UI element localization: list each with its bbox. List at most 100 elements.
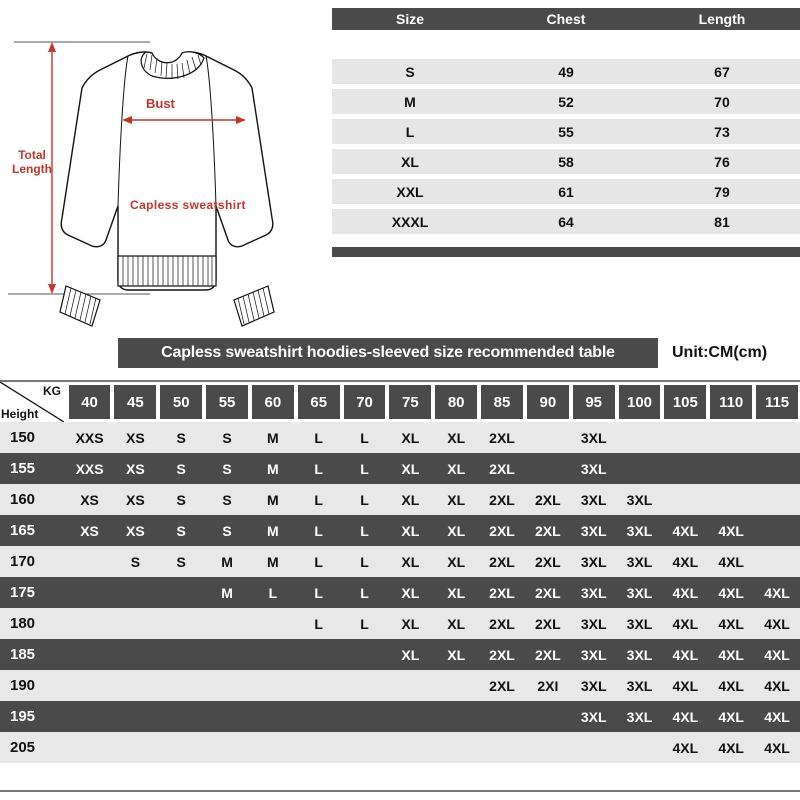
matrix-weight-header: 95 xyxy=(570,382,617,422)
matrix-size-cell: XS xyxy=(112,422,159,453)
matrix-size-cell: L xyxy=(341,422,388,453)
matrix-height-header: 180 xyxy=(0,608,67,639)
matrix-size-cell: 2XL xyxy=(479,670,525,701)
matrix-size-cell: 3XL xyxy=(616,670,663,701)
cell-chest: 55 xyxy=(558,123,574,140)
matrix-size-cell: L xyxy=(295,577,342,608)
matrix-size-cell xyxy=(479,732,525,763)
matrix-size-cell: L xyxy=(295,515,342,546)
matrix-size-cell xyxy=(158,608,205,639)
matrix-size-cell xyxy=(754,484,800,515)
matrix-corner-cell: KG Height xyxy=(0,382,67,422)
matrix-size-cell xyxy=(479,701,525,732)
cell-length: 67 xyxy=(714,63,730,80)
matrix-size-cell xyxy=(387,701,434,732)
matrix-size-cell: 3XL xyxy=(616,577,663,608)
matrix-size-cell xyxy=(570,732,617,763)
cell-chest: 64 xyxy=(558,213,574,230)
cell-length: 70 xyxy=(714,93,730,110)
matrix-weight-header: 50 xyxy=(158,382,205,422)
matrix-size-cell xyxy=(204,608,250,639)
diagonal-divider-icon xyxy=(0,382,64,422)
matrix-size-cell xyxy=(341,639,388,670)
matrix-size-cell: L xyxy=(341,484,388,515)
matrix-size-cell: XS xyxy=(112,515,159,546)
matrix-size-cell: M xyxy=(249,546,296,577)
matrix-size-cell: 4XL xyxy=(754,670,800,701)
matrix-size-cell: 2XL xyxy=(524,639,571,670)
matrix-height-header: 205 xyxy=(0,732,67,763)
matrix-size-cell xyxy=(524,701,571,732)
matrix-size-cell xyxy=(204,701,250,732)
matrix-size-cell: 2XL xyxy=(524,546,571,577)
matrix-height-header: 195 xyxy=(0,701,67,732)
cell-chest: 49 xyxy=(558,63,574,80)
matrix-height-header: 185 xyxy=(0,639,67,670)
table-row: XXXL 64 81 xyxy=(332,209,800,234)
matrix-size-cell: 4XL xyxy=(662,670,709,701)
matrix-size-cell xyxy=(433,732,480,763)
matrix-size-cell xyxy=(295,670,342,701)
matrix-size-cell: 4XL xyxy=(662,732,709,763)
matrix-size-cell: 2XL xyxy=(524,515,571,546)
header-size: Size xyxy=(395,11,424,27)
matrix-size-cell: S xyxy=(204,422,250,453)
matrix-size-cell: S xyxy=(204,453,250,484)
matrix-size-cell: 4XL xyxy=(708,577,755,608)
matrix-size-cell: 3XL xyxy=(570,639,617,670)
matrix-row: 150 XXS XS S S M L L XL XL 2XL 3XL xyxy=(0,422,800,453)
matrix-size-cell: 3XL xyxy=(570,484,617,515)
matrix-size-cell: L xyxy=(295,453,342,484)
matrix-size-cell: XL xyxy=(433,577,480,608)
matrix-size-cell xyxy=(112,577,159,608)
matrix-weight-header: 85 xyxy=(479,382,525,422)
matrix-size-cell: L xyxy=(295,546,342,577)
matrix-size-cell: 2XL xyxy=(479,515,525,546)
matrix-size-cell: 4XL xyxy=(662,608,709,639)
matrix-size-cell xyxy=(387,732,434,763)
matrix-size-cell: XXS xyxy=(66,453,113,484)
matrix-size-cell xyxy=(433,670,480,701)
matrix-size-cell xyxy=(754,546,800,577)
matrix-size-cell xyxy=(158,577,205,608)
matrix-size-cell: L xyxy=(295,422,342,453)
matrix-size-cell: XL xyxy=(433,453,480,484)
matrix-row: 180 L L XL XL 2XL 2XL 3XL 3XL 4XL 4XL 4XL xyxy=(0,608,800,639)
matrix-size-cell: L xyxy=(341,546,388,577)
matrix-size-cell: XL xyxy=(387,639,434,670)
matrix-size-cell: 4XL xyxy=(708,670,755,701)
matrix-size-cell: L xyxy=(341,453,388,484)
matrix-size-cell: 3XL xyxy=(616,546,663,577)
matrix-weight-header: 70 xyxy=(341,382,388,422)
matrix-size-cell: 3XL xyxy=(616,515,663,546)
matrix-size-cell: 2XL xyxy=(479,577,525,608)
matrix-size-cell xyxy=(249,670,296,701)
matrix-weight-header: 100 xyxy=(616,382,663,422)
matrix-size-cell xyxy=(616,422,663,453)
matrix-size-cell xyxy=(66,701,113,732)
table-row: XXL 61 79 xyxy=(332,179,800,204)
matrix-size-cell xyxy=(662,484,709,515)
matrix-size-cell: XL xyxy=(433,639,480,670)
matrix-size-cell: S xyxy=(204,515,250,546)
matrix-size-cell xyxy=(249,608,296,639)
matrix-height-header: 190 xyxy=(0,670,67,701)
matrix-size-cell: XS xyxy=(112,484,159,515)
matrix-weight-header: 90 xyxy=(524,382,571,422)
matrix-size-cell xyxy=(249,732,296,763)
clip-mark-c xyxy=(760,8,774,13)
matrix-row: 185 XL XL 2XL 2XL 3XL 3XL 4XL 4XL 4XL xyxy=(0,639,800,670)
matrix-size-cell xyxy=(112,732,159,763)
matrix-size-cell: 4XL xyxy=(708,701,755,732)
matrix-size-cell: M xyxy=(249,515,296,546)
matrix-size-cell: 4XL xyxy=(662,639,709,670)
sweatshirt-diagram-icon xyxy=(8,41,275,327)
matrix-size-cell xyxy=(295,639,342,670)
matrix-size-cell: XL xyxy=(387,577,434,608)
matrix-weight-header: 80 xyxy=(433,382,480,422)
cell-chest: 61 xyxy=(558,183,574,200)
matrix-size-cell xyxy=(112,639,159,670)
matrix-size-cell: M xyxy=(204,577,250,608)
matrix-size-cell: XS xyxy=(112,453,159,484)
matrix-size-cell: XL xyxy=(387,608,434,639)
